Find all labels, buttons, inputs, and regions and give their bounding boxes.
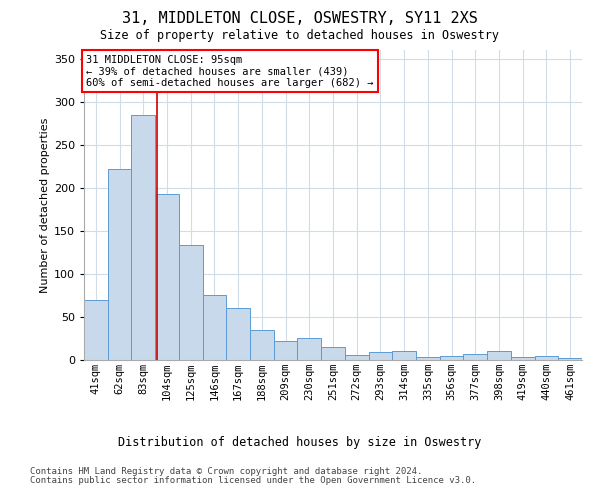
Bar [203, 296, 226, 360]
Bar [416, 356, 440, 360]
Bar [392, 350, 416, 360]
Text: 31 MIDDLETON CLOSE: 95sqm
← 39% of detached houses are smaller (439)
60% of semi: 31 MIDDLETON CLOSE: 95sqm ← 39% of detac… [86, 54, 374, 88]
Bar [250, 330, 274, 360]
Text: Contains public sector information licensed under the Open Government Licence v3: Contains public sector information licen… [30, 476, 476, 485]
Bar [108, 169, 131, 360]
Text: Size of property relative to detached houses in Oswestry: Size of property relative to detached ho… [101, 29, 499, 42]
Bar [321, 347, 345, 360]
Bar [558, 358, 582, 360]
Bar [131, 114, 155, 360]
Text: Distribution of detached houses by size in Oswestry: Distribution of detached houses by size … [118, 436, 482, 449]
Bar [463, 354, 487, 360]
Bar [487, 352, 511, 360]
Y-axis label: Number of detached properties: Number of detached properties [40, 118, 50, 292]
Bar [84, 300, 108, 360]
Bar [155, 194, 179, 360]
Bar [511, 358, 535, 360]
Bar [345, 355, 368, 360]
Bar [298, 338, 321, 360]
Bar [179, 246, 203, 360]
Bar [226, 308, 250, 360]
Bar [535, 356, 558, 360]
Text: 31, MIDDLETON CLOSE, OSWESTRY, SY11 2XS: 31, MIDDLETON CLOSE, OSWESTRY, SY11 2XS [122, 11, 478, 26]
Bar [368, 352, 392, 360]
Text: Contains HM Land Registry data © Crown copyright and database right 2024.: Contains HM Land Registry data © Crown c… [30, 467, 422, 476]
Bar [274, 341, 298, 360]
Bar [440, 356, 463, 360]
